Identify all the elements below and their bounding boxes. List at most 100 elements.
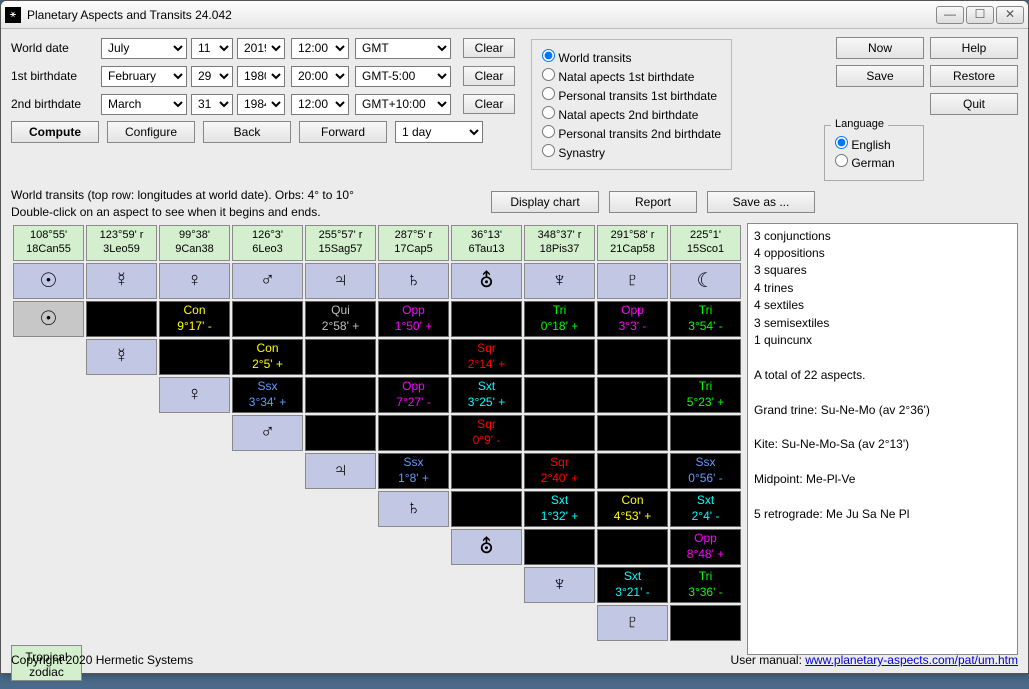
minimize-button[interactable]: — — [936, 6, 964, 24]
aspect-cell[interactable]: Con9°17' - — [159, 301, 230, 337]
aspect-cell[interactable]: Opp1°50' + — [378, 301, 449, 337]
aspect-cell[interactable] — [670, 339, 741, 375]
aspect-cell[interactable]: Sqr2°14' + — [451, 339, 522, 375]
planet-row-label: ☿ — [86, 339, 157, 375]
mode-synastry[interactable]: Synastry — [542, 144, 721, 160]
aspect-cell[interactable]: Sqr0°9' - — [451, 415, 522, 451]
aspect-cell[interactable]: Con4°53' + — [597, 491, 668, 527]
world-month-select[interactable]: July — [101, 38, 187, 59]
report-button[interactable]: Report — [609, 191, 697, 213]
aspect-cell[interactable] — [86, 301, 157, 337]
aspect-cell[interactable] — [305, 377, 376, 413]
aspect-cell[interactable] — [597, 453, 668, 489]
save-button[interactable]: Save — [836, 65, 924, 87]
aspect-cell[interactable] — [378, 415, 449, 451]
aspect-cell[interactable] — [451, 491, 522, 527]
world-clear-button[interactable]: Clear — [463, 38, 515, 58]
bd2-clear-button[interactable]: Clear — [463, 94, 515, 114]
aspect-cell[interactable]: Qui2°58' + — [305, 301, 376, 337]
world-day-select[interactable]: 11 — [191, 38, 233, 59]
aspect-cell[interactable] — [524, 377, 595, 413]
bd1-time-select[interactable]: 20:00 — [291, 66, 349, 87]
planet-row-label: ♆ — [524, 567, 595, 603]
aspect-cell[interactable]: Opp8°48' + — [670, 529, 741, 565]
aspect-cell[interactable]: Tri3°36' - — [670, 567, 741, 603]
maximize-button[interactable]: ☐ — [966, 6, 994, 24]
mode-natal1[interactable]: Natal apects 1st birthdate — [542, 68, 721, 84]
close-button[interactable]: ✕ — [996, 6, 1024, 24]
aspect-cell[interactable] — [597, 415, 668, 451]
compute-button[interactable]: Compute — [11, 121, 99, 143]
lang-english[interactable]: English — [835, 136, 913, 152]
longitude-header: 255°57' r15Sag57 — [305, 225, 376, 261]
world-tz-select[interactable]: GMT — [355, 38, 451, 59]
mode-world[interactable]: World transits — [542, 49, 721, 65]
aspect-cell[interactable] — [378, 339, 449, 375]
aspect-cell[interactable]: Tri0°18' + — [524, 301, 595, 337]
bd1-month-select[interactable]: February — [101, 66, 187, 87]
aspect-cell[interactable]: Con2°5' + — [232, 339, 303, 375]
aspect-cell[interactable] — [597, 339, 668, 375]
aspect-cell[interactable] — [451, 301, 522, 337]
aspect-cell[interactable] — [597, 377, 668, 413]
back-button[interactable]: Back — [203, 121, 291, 143]
now-button[interactable]: Now — [836, 37, 924, 59]
language-legend: Language — [831, 118, 888, 130]
aspect-cell[interactable]: Sxt1°32' + — [524, 491, 595, 527]
quit-button[interactable]: Quit — [930, 93, 1018, 115]
restore-button[interactable]: Restore — [930, 65, 1018, 87]
mode-personal1[interactable]: Personal transits 1st birthdate — [542, 87, 721, 103]
bd2-tz-select[interactable]: GMT+10:00 — [355, 94, 451, 115]
bd2-year-select[interactable]: 1984 — [237, 94, 285, 115]
longitude-header: 36°13'6Tau13 — [451, 225, 522, 261]
aspect-cell[interactable] — [524, 339, 595, 375]
aspect-cell[interactable] — [597, 529, 668, 565]
bd2-time-select[interactable]: 12:00 — [291, 94, 349, 115]
aspect-cell[interactable]: Tri3°54' - — [670, 301, 741, 337]
bd2-day-select[interactable]: 31 — [191, 94, 233, 115]
aspect-cell[interactable]: Ssx0°56' - — [670, 453, 741, 489]
planet-row-label: ♀ — [159, 377, 230, 413]
aspect-cell[interactable]: Tri5°23' + — [670, 377, 741, 413]
manual-link[interactable]: www.planetary-aspects.com/pat/um.htm — [805, 653, 1018, 667]
bd1-year-select[interactable]: 1980 — [237, 66, 285, 87]
aspect-cell[interactable] — [305, 415, 376, 451]
lang-german[interactable]: German — [835, 154, 913, 170]
aspect-cell[interactable]: Opp7°27' - — [378, 377, 449, 413]
aspect-cell[interactable]: Opp3°3' - — [597, 301, 668, 337]
world-time-select[interactable]: 12:00 — [291, 38, 349, 59]
help-button[interactable]: Help — [930, 37, 1018, 59]
world-year-select[interactable]: 2019 — [237, 38, 285, 59]
aspect-cell[interactable] — [670, 415, 741, 451]
aspect-cell[interactable] — [305, 339, 376, 375]
forward-button[interactable]: Forward — [299, 121, 387, 143]
saveas-button[interactable]: Save as ... — [707, 191, 815, 213]
aspect-cell[interactable]: Sqr2°40' + — [524, 453, 595, 489]
aspect-cell[interactable] — [670, 605, 741, 641]
planet-column-label: ♀ — [159, 263, 230, 299]
longitude-header: 126°3'6Leo3 — [232, 225, 303, 261]
aspect-cell[interactable]: Ssx3°34' + — [232, 377, 303, 413]
mode-personal2[interactable]: Personal transits 2nd birthdate — [542, 125, 721, 141]
aspect-cell[interactable]: Sxt2°4' - — [670, 491, 741, 527]
bd1-tz-select[interactable]: GMT-5:00 — [355, 66, 451, 87]
configure-button[interactable]: Configure — [107, 121, 195, 143]
aspect-cell[interactable] — [232, 301, 303, 337]
bd1-day-select[interactable]: 29 — [191, 66, 233, 87]
planet-row-label: ♇ — [597, 605, 668, 641]
planet-column-label: ☿ — [86, 263, 157, 299]
display-chart-button[interactable]: Display chart — [491, 191, 599, 213]
aspect-cell[interactable]: Sxt3°25' + — [451, 377, 522, 413]
aspect-cell[interactable] — [524, 529, 595, 565]
bd2-month-select[interactable]: March — [101, 94, 187, 115]
aspect-cell[interactable] — [159, 339, 230, 375]
aspect-cell[interactable]: Ssx1°8' + — [378, 453, 449, 489]
step-select[interactable]: 1 day — [395, 121, 483, 143]
longitude-header: 225°1'15Sco1 — [670, 225, 741, 261]
bd1-clear-button[interactable]: Clear — [463, 66, 515, 86]
mode-natal2[interactable]: Natal apects 2nd birthdate — [542, 106, 721, 122]
aspect-cell[interactable] — [524, 415, 595, 451]
longitude-header: 108°55'18Can55 — [13, 225, 84, 261]
aspect-cell[interactable]: Sxt3°21' - — [597, 567, 668, 603]
aspect-cell[interactable] — [451, 453, 522, 489]
